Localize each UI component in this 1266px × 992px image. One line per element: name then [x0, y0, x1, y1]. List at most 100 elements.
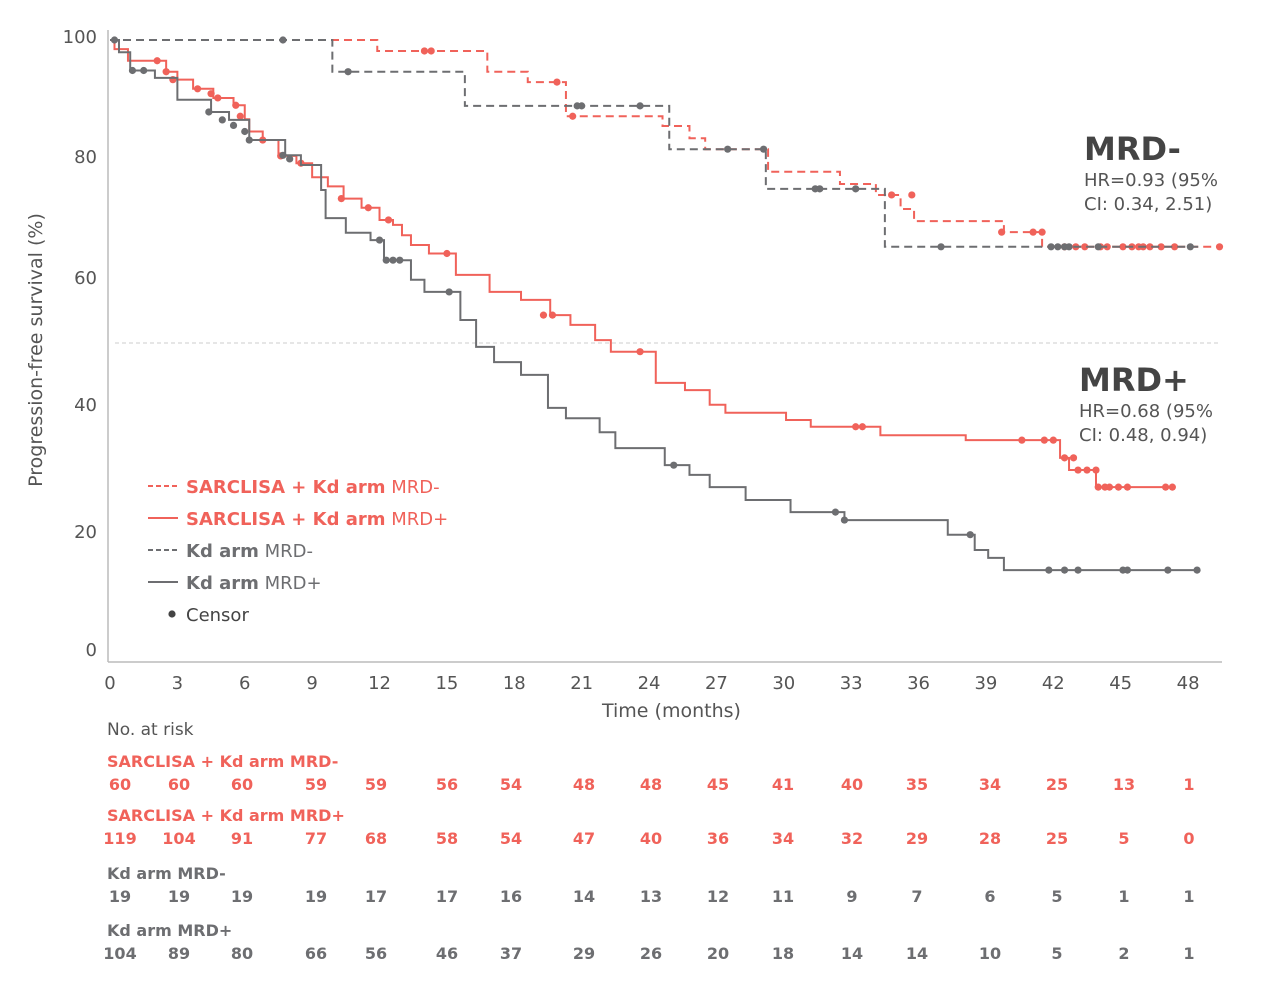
risk-value: 40 [640, 829, 662, 848]
annotation-ci: CI: 0.34, 2.51) [1084, 194, 1212, 215]
y-tick-label: 80 [74, 147, 97, 168]
legend: SARCLISA + Kd arm MRD-SARCLISA + Kd arm … [148, 477, 448, 626]
censor-mark [443, 249, 451, 258]
risk-value: 12 [707, 887, 729, 906]
censor-mark [232, 101, 240, 109]
censor-mark [966, 531, 974, 539]
risk-value: 17 [436, 887, 458, 906]
y-tick-label: 40 [74, 395, 97, 416]
legend-label-bold: Kd arm [186, 573, 259, 594]
legend-label: Kd arm MRD- [186, 541, 313, 562]
risk-value: 10 [979, 944, 1001, 963]
censor-mark [852, 185, 860, 193]
x-tick-label: 33 [840, 673, 863, 694]
censor-mark [1105, 483, 1114, 491]
legend-label-rest: MRD- [386, 477, 440, 498]
risk-value: 35 [906, 775, 928, 794]
censor-mark [382, 256, 390, 264]
censor-mark [396, 256, 404, 264]
risk-value: 1 [1183, 775, 1194, 794]
censor-mark [1215, 243, 1224, 251]
censor-mark [153, 57, 161, 65]
risk-value: 18 [772, 944, 794, 963]
risk-value: 5 [1051, 944, 1062, 963]
risk-value: 28 [979, 829, 1001, 848]
survival-curve-2 [110, 39, 1173, 489]
risk-value: 45 [707, 775, 729, 794]
x-tick-label: 0 [104, 673, 115, 694]
censor-mark [548, 311, 557, 319]
risk-value: 54 [500, 775, 522, 794]
y-tick-label: 20 [74, 522, 97, 543]
censor-mark [1038, 228, 1046, 236]
risk-value: 40 [841, 775, 863, 794]
censor-mark [670, 461, 678, 469]
x-tick-label: 30 [772, 673, 795, 694]
censor-mark [337, 195, 345, 203]
risk-value: 2 [1118, 944, 1129, 963]
risk-value: 48 [573, 775, 595, 794]
censor-mark [1193, 566, 1201, 574]
risk-value: 68 [365, 829, 387, 848]
x-tick-label: 27 [705, 673, 728, 694]
censor-mark [229, 121, 238, 129]
x-tick-label: 12 [368, 673, 391, 694]
censor-mark [1074, 466, 1082, 474]
risk-value: 14 [906, 944, 928, 963]
risk-value: 60 [231, 775, 253, 794]
censor-mark [1171, 243, 1179, 251]
legend-label-rest: MRD+ [386, 509, 449, 530]
risk-value: 25 [1046, 829, 1068, 848]
censor-mark [816, 185, 824, 193]
risk-value: 56 [436, 775, 458, 794]
censor-mark [553, 78, 561, 86]
annotations: MRD-HR=0.93 (95% CI: 0.34, 2.51) MRD+HR=0.… [1079, 130, 1218, 446]
risk-value: 19 [168, 887, 190, 906]
censor-mark [636, 102, 644, 110]
censor-mark [908, 191, 916, 199]
risk-value: 1 [1118, 887, 1129, 906]
censor-mark [214, 94, 222, 102]
risk-value: 54 [500, 829, 522, 848]
risk-value: 20 [707, 944, 729, 963]
censor-mark [1054, 243, 1062, 251]
x-tick-label: 15 [435, 673, 458, 694]
risk-value: 0 [1183, 829, 1194, 848]
censor-mark [193, 85, 202, 93]
risk-value: 19 [109, 887, 131, 906]
annotation-ci: CI: 0.48, 0.94) [1079, 425, 1207, 446]
censor-mark [1123, 566, 1132, 574]
x-tick-label: 6 [239, 673, 250, 694]
legend-censor-label: Censor [186, 605, 249, 626]
censor-mark [1069, 454, 1078, 462]
legend-label-bold: SARCLISA + Kd arm [186, 477, 386, 498]
censor-mark [636, 348, 644, 356]
risk-value: 47 [573, 829, 595, 848]
risk-value: 119 [103, 829, 136, 848]
risk-value: 34 [772, 829, 794, 848]
censor-mark [1168, 483, 1176, 491]
risk-value: 9 [846, 887, 857, 906]
risk-value: 37 [500, 944, 522, 963]
legend-label: SARCLISA + Kd arm MRD- [186, 477, 440, 498]
censor-mark [724, 145, 732, 153]
annotation-hr: HR=0.68 (95% [1079, 401, 1213, 422]
risk-value: 16 [500, 887, 522, 906]
x-tick-label: 9 [306, 673, 317, 694]
censor-mark [279, 151, 287, 159]
censor-mark [1081, 243, 1089, 251]
censor-mark [207, 90, 215, 98]
censor-mark [384, 216, 393, 224]
y-tick-label: 0 [86, 640, 97, 661]
censor-mark [236, 112, 244, 120]
censor-mark [1049, 436, 1057, 444]
risk-row-label: SARCLISA + Kd arm MRD+ [107, 806, 345, 825]
risk-row-label: Kd arm MRD+ [107, 921, 232, 940]
censor-mark [578, 102, 586, 110]
risk-value: 59 [305, 775, 327, 794]
censor-mark [1164, 566, 1172, 574]
risk-value: 59 [365, 775, 387, 794]
censor-mark [852, 423, 860, 431]
censor-mark [1083, 466, 1091, 474]
